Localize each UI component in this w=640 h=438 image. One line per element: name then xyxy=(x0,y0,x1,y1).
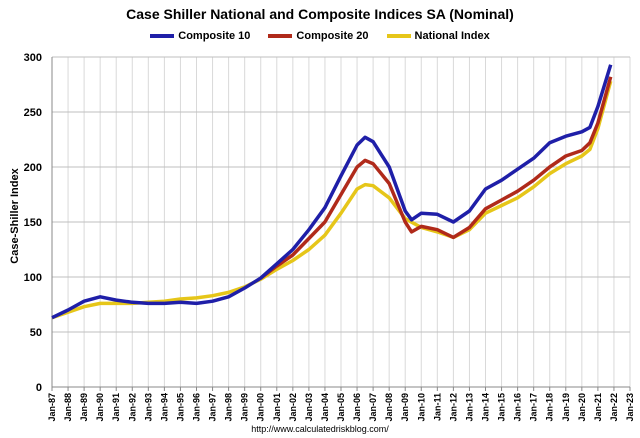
x-tick-label: Jan-18 xyxy=(545,393,555,422)
legend-item-composite-10: Composite 10 xyxy=(150,30,250,42)
x-tick-label: Jan-98 xyxy=(224,393,234,422)
x-tick-label: Jan-00 xyxy=(256,393,266,422)
x-tick-label: Jan-09 xyxy=(400,393,410,422)
y-tick-label: 150 xyxy=(24,217,42,229)
x-tick-label: Jan-96 xyxy=(192,393,202,422)
x-tick-label: Jan-07 xyxy=(368,393,378,422)
chart-title: Case Shiller National and Composite Indi… xyxy=(126,6,514,22)
x-tick-label: Jan-20 xyxy=(577,393,587,422)
x-tick-label: Jan-01 xyxy=(272,393,282,422)
x-tick-label: Jan-05 xyxy=(336,393,346,422)
x-tick-label: Jan-12 xyxy=(448,393,458,422)
legend-item-composite-20: Composite 20 xyxy=(268,30,369,42)
legend-label: National Index xyxy=(414,30,490,42)
x-tick-label: Jan-21 xyxy=(593,393,603,422)
legend-label: Composite 20 xyxy=(296,30,369,42)
x-tick-label: Jan-89 xyxy=(79,393,89,422)
x-tick-label: Jan-04 xyxy=(320,393,330,422)
x-tick-label: Jan-92 xyxy=(127,393,137,422)
y-tick-label: 250 xyxy=(24,107,42,119)
y-tick-label: 100 xyxy=(24,272,42,284)
x-tick-label: Jan-11 xyxy=(432,393,442,421)
x-tick-label: Jan-03 xyxy=(304,393,314,422)
x-tick-label: Jan-93 xyxy=(143,393,153,422)
x-tick-label: Jan-15 xyxy=(497,393,507,422)
y-tick-label: 0 xyxy=(36,382,42,394)
x-tick-label: Jan-87 xyxy=(47,393,57,422)
legend-swatch xyxy=(150,34,175,38)
legend-item-national-index: National Index xyxy=(386,30,490,42)
x-tick-label: Jan-95 xyxy=(175,393,185,422)
legend-label: Composite 10 xyxy=(178,30,251,42)
x-tick-label: Jan-02 xyxy=(288,393,298,422)
x-tick-label: Jan-90 xyxy=(95,393,105,422)
x-tick-label: Jan-22 xyxy=(609,393,619,422)
x-tick-label: Jan-94 xyxy=(159,393,169,422)
source-url: http://www.calculatedriskblog.com/ xyxy=(251,424,389,434)
x-tick-label: Jan-14 xyxy=(481,393,491,422)
series-line-national-index xyxy=(51,80,613,320)
x-tick-label: Jan-10 xyxy=(416,393,426,422)
x-tick-label: Jan-08 xyxy=(384,393,394,422)
legend-swatch xyxy=(268,34,293,38)
x-tick-label: Jan-91 xyxy=(111,393,121,422)
x-tick-label: Jan-17 xyxy=(529,393,539,422)
y-tick-label: 200 xyxy=(24,162,42,174)
series-line-composite-10 xyxy=(51,64,613,320)
x-tick-label: Jan-99 xyxy=(240,393,250,422)
x-tick-label: Jan-16 xyxy=(513,393,523,422)
legend: Composite 10 Composite 20 National Index xyxy=(0,30,640,42)
x-tick-label: Jan-13 xyxy=(464,393,474,422)
x-tick-label: Jan-06 xyxy=(352,393,362,422)
x-tick-label: Jan-88 xyxy=(63,393,73,422)
y-tick-label: 50 xyxy=(30,327,42,339)
legend-swatch xyxy=(386,34,411,38)
x-tick-label: Jan-97 xyxy=(208,393,218,422)
x-tick-label: Jan-23 xyxy=(625,393,635,422)
x-tick-label: Jan-19 xyxy=(561,393,571,422)
y-tick-label: 300 xyxy=(24,52,42,64)
series-line-composite-20 xyxy=(259,76,613,280)
